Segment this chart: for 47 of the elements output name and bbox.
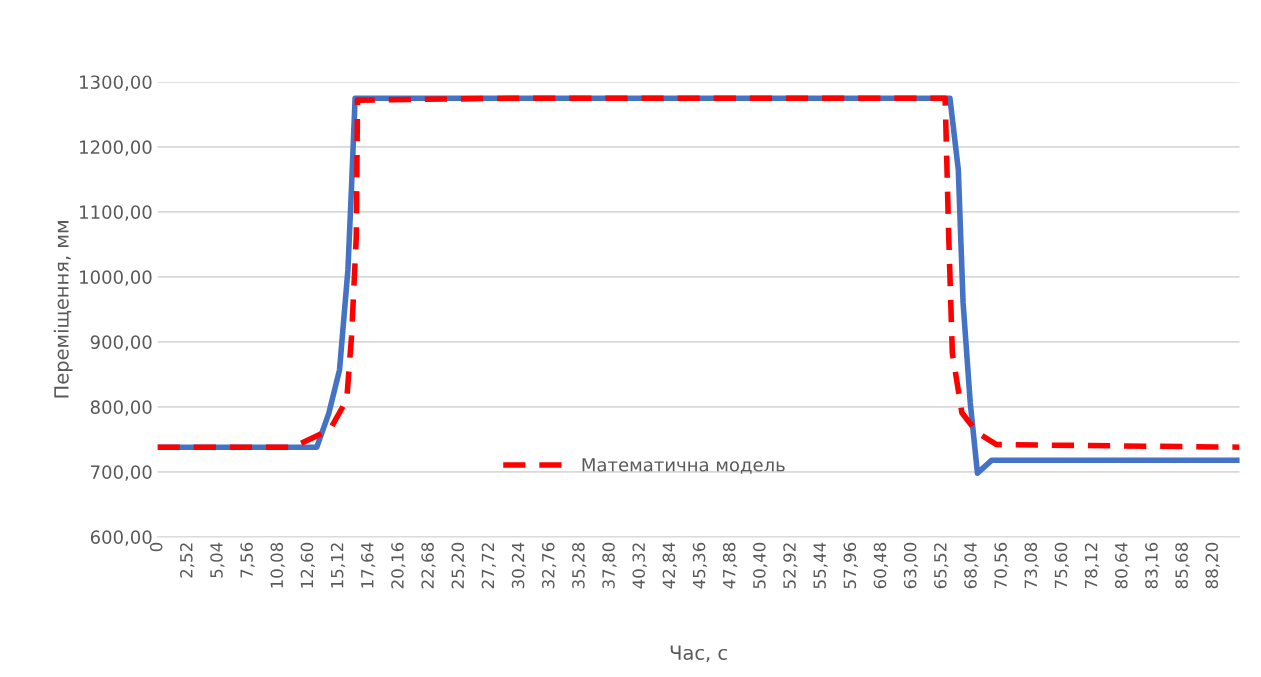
x-tick-label: 70,56 <box>994 542 1009 589</box>
x-tick-label: 83,16 <box>1145 542 1160 589</box>
x-tick-label: 57,96 <box>843 542 858 589</box>
x-tick-label: 25,20 <box>451 542 466 589</box>
x-tick-label: 63,00 <box>903 542 919 589</box>
x-tick-label: 75,60 <box>1054 542 1069 589</box>
y-axis-title: Переміщення, мм <box>53 221 73 398</box>
x-tick-label: 88,20 <box>1205 542 1220 589</box>
x-tick-label: 65,52 <box>934 543 949 589</box>
y-tick-label: 600,00 <box>90 530 152 546</box>
x-tick-label: 7,56 <box>240 542 255 578</box>
x-tick-label: 32,76 <box>541 542 557 589</box>
x-tick-label: 85,68 <box>1175 542 1190 589</box>
x-tick-label: 30,24 <box>511 542 527 589</box>
x-tick-label: 52,92 <box>783 543 798 589</box>
x-tick-label: 20,16 <box>391 542 406 589</box>
x-tick-label: 35,28 <box>572 542 587 589</box>
x-tick-label: 47,88 <box>722 542 738 589</box>
x-tick-label: 40,32 <box>632 543 647 589</box>
x-tick-label: 55,44 <box>813 542 828 589</box>
x-tick-label: 2,52 <box>180 543 195 578</box>
x-tick-label: 0 <box>149 542 163 552</box>
x-axis-title: Час, с <box>670 645 727 663</box>
y-tick-label: 1000,00 <box>80 270 152 286</box>
x-tick-label: 17,64 <box>360 542 376 588</box>
x-tick-label: 10,08 <box>270 542 285 588</box>
x-tick-label: 45,36 <box>692 542 708 589</box>
y-tick-label: 800,00 <box>90 400 152 416</box>
y-tick-label: 700,00 <box>91 465 152 481</box>
x-tick-label: 5,04 <box>210 542 225 578</box>
x-tick-label: 42,84 <box>662 542 677 589</box>
x-tick-label: 60,48 <box>873 542 889 589</box>
x-tick-label: 37,80 <box>602 542 617 589</box>
x-tick-label: 15,12 <box>330 543 346 588</box>
legend-label: Математична модель <box>582 458 785 474</box>
x-tick-label: 73,08 <box>1024 542 1039 589</box>
x-tick-label: 22,68 <box>421 542 436 589</box>
x-tick-label: 12,60 <box>300 542 315 588</box>
x-tick-label: 68,04 <box>964 542 979 589</box>
x-tick-label: 80,64 <box>1114 542 1130 589</box>
x-tick-label: 50,40 <box>753 542 768 589</box>
x-tick-label: 78,12 <box>1084 543 1100 589</box>
y-tick-label: 1200,00 <box>80 140 152 156</box>
y-tick-label: 1100,00 <box>80 205 152 221</box>
y-tick-label: 1300,00 <box>80 75 152 91</box>
x-tick-label: 27,72 <box>481 543 496 589</box>
y-tick-label: 900,00 <box>90 335 152 351</box>
